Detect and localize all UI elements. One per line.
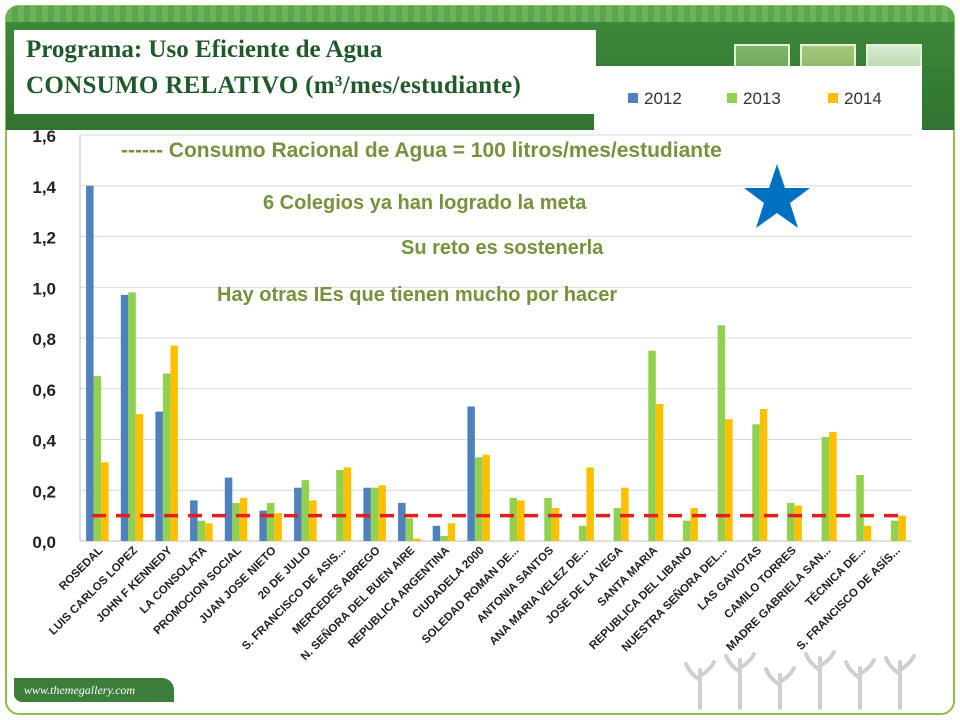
bar-2013 [578,525,587,541]
bar-2013 [232,502,240,541]
bar-2013 [370,487,379,541]
bar-2014 [135,414,144,541]
bar-2013 [336,469,344,541]
bar-2014 [586,467,594,541]
bar-2013 [197,520,206,541]
y-tick-label: 1,4 [32,178,56,197]
bar-2013 [752,424,760,541]
bar-2014 [794,505,802,541]
bar-2014 [378,485,386,541]
y-tick-label: 1,0 [32,279,56,298]
bar-2013 [786,502,795,541]
x-tick-label: SANTA MARIA [596,545,661,610]
bar-2014 [829,431,837,541]
bar-2014 [725,419,733,541]
legend-swatch-2014 [828,93,838,103]
bar-2014 [655,404,664,541]
y-tick-label: 0,0 [32,533,56,552]
bar-2012 [398,502,406,541]
legend-swatch-2012 [628,93,638,103]
bar-2012 [224,477,233,541]
bar-2013 [509,497,518,541]
legend-swatch-2013 [727,93,737,103]
bar-2013 [128,292,136,541]
annotation-others: Hay otras IEs que tienen mucho por hacer [217,284,618,306]
bar-2014 [170,345,178,541]
bar-2013 [682,520,691,541]
bar-2012 [86,185,94,542]
bar-2014 [690,508,698,541]
annotation-reference-line: ------ Consumo Racional de Agua = 100 li… [121,139,722,162]
footer-url: www.themegallery.com [14,678,174,702]
annotation-challenge: Su reto es sostenerla [401,237,604,259]
bar-2014 [413,538,421,541]
header-stripe [6,6,954,22]
legend-label-2014: 2014 [844,89,882,108]
x-tick-label: LAS GAVIOTAS [696,544,765,613]
bar-2013 [474,457,483,541]
x-tick-label: TÉCNICA DE... [803,544,868,609]
slide-subtitle: CONSUMO RELATIVO (m³/mes/estudiante) [26,72,522,99]
bar-2012 [155,411,163,541]
legend-label-2012: 2012 [644,89,682,108]
chart-legend: 2012 2013 2014 [594,66,922,132]
legend-label-2013: 2013 [743,89,781,108]
bar-2013 [266,502,275,541]
bar-2014 [863,525,872,541]
bar-2014 [205,523,213,541]
y-tick-label: 1,6 [32,127,56,146]
bar-2013 [648,350,656,541]
bar-2013 [613,508,622,541]
bar-2013 [856,475,864,541]
bar-2014 [274,513,282,541]
y-tick-label: 0,4 [32,432,56,451]
slide-title: Programa: Uso Eficiente de Agua [26,36,383,63]
title-box: Programa: Uso Eficiente de Agua CONSUMO … [14,30,596,114]
bar-2013 [544,497,552,541]
bar-2014 [343,467,352,541]
bar-2014 [309,500,317,541]
bar-2012 [190,500,198,541]
bar-2013 [440,535,448,541]
bar-2012 [432,525,441,541]
bar-2014 [239,497,248,541]
bar-2014 [759,409,768,541]
bar-2013 [301,480,310,541]
bar-2012 [467,406,475,541]
bar-2014 [101,462,109,541]
bar-2013 [890,520,899,541]
bar-2013 [405,518,414,541]
bar-2013 [821,437,830,541]
bar-2014 [898,515,906,541]
bar-2013 [717,325,726,541]
y-tick-label: 1,2 [32,229,56,248]
y-tick-label: 0,6 [32,381,56,400]
y-tick-label: 0,8 [32,330,56,349]
annotation-goal-met: 6 Colegios ya han logrado la meta [263,192,587,214]
bar-2014 [551,508,560,541]
bar-2013 [93,376,102,541]
bar-2014 [517,500,525,541]
y-tick-label: 0,2 [32,482,56,501]
star-icon [744,164,810,228]
bar-2012 [120,294,129,541]
bar-2014 [447,523,456,541]
bar-2012 [259,510,267,541]
bar-2013 [162,373,171,541]
bar-2014 [482,454,490,541]
sprout-decoration [684,650,916,710]
